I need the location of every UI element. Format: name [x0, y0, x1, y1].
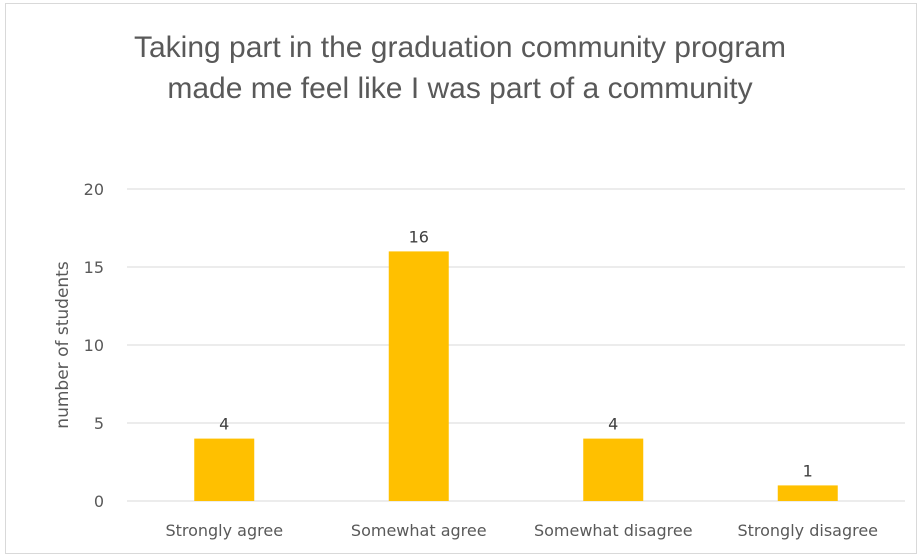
- bar: [777, 485, 838, 501]
- chart-area: [5, 3, 917, 554]
- bars: [194, 251, 838, 501]
- y-axis-ticks: 0 5 10 15 20: [84, 180, 104, 511]
- chart-title: Taking part in the graduation community …: [133, 31, 786, 105]
- data-label: 4: [608, 415, 618, 434]
- y-axis-label: number of students: [53, 261, 73, 429]
- y-tick-label: 20: [84, 180, 104, 199]
- category-label: Somewhat disagree: [534, 521, 693, 540]
- x-axis-categories: Strongly agree Somewhat agree Somewhat dis…: [165, 521, 878, 540]
- bar: [388, 251, 449, 501]
- data-label: 4: [219, 415, 229, 434]
- bar: [194, 438, 255, 501]
- data-labels: 4 16 4 1: [219, 227, 813, 480]
- y-tick-label: 0: [94, 492, 104, 511]
- bar: [583, 438, 644, 501]
- gridlines: [127, 188, 905, 502]
- y-tick-label: 15: [84, 258, 104, 277]
- category-label: Somewhat agree: [351, 521, 487, 540]
- data-label: 16: [409, 227, 429, 246]
- y-tick-label: 10: [84, 336, 104, 355]
- data-label: 1: [803, 461, 813, 480]
- y-tick-label: 5: [94, 414, 104, 433]
- category-label: Strongly agree: [165, 521, 283, 540]
- category-label: Strongly disagree: [737, 521, 878, 540]
